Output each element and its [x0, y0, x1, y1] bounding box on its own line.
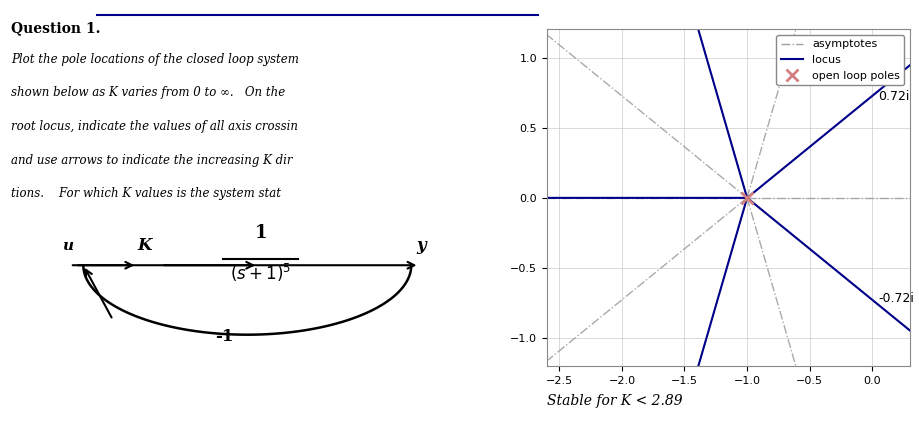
Text: and use arrows to indicate the increasing K dir: and use arrows to indicate the increasin… [11, 154, 292, 167]
Legend: asymptotes, locus, open loop poles: asymptotes, locus, open loop poles [777, 35, 904, 85]
Text: 0.72i: 0.72i [879, 91, 910, 103]
Text: shown below as K varies from 0 to ∞.   On the: shown below as K varies from 0 to ∞. On … [11, 86, 285, 99]
Text: Stable for K < 2.89: Stable for K < 2.89 [547, 394, 683, 408]
Text: -1: -1 [215, 328, 233, 345]
Text: -0.72i: -0.72i [879, 293, 914, 305]
Text: K: K [137, 237, 152, 255]
Text: tions.    For which K values is the system stat: tions. For which K values is the system … [11, 187, 280, 200]
Text: 1: 1 [255, 224, 267, 242]
Text: root locus, indicate the values of all axis crossin: root locus, indicate the values of all a… [11, 120, 298, 133]
Text: Question 1.: Question 1. [11, 21, 100, 35]
Text: $(s+1)^5$: $(s+1)^5$ [230, 262, 291, 284]
Text: y: y [416, 237, 426, 255]
Text: Plot the pole locations of the closed loop system: Plot the pole locations of the closed lo… [11, 53, 299, 66]
Text: u: u [62, 240, 73, 253]
